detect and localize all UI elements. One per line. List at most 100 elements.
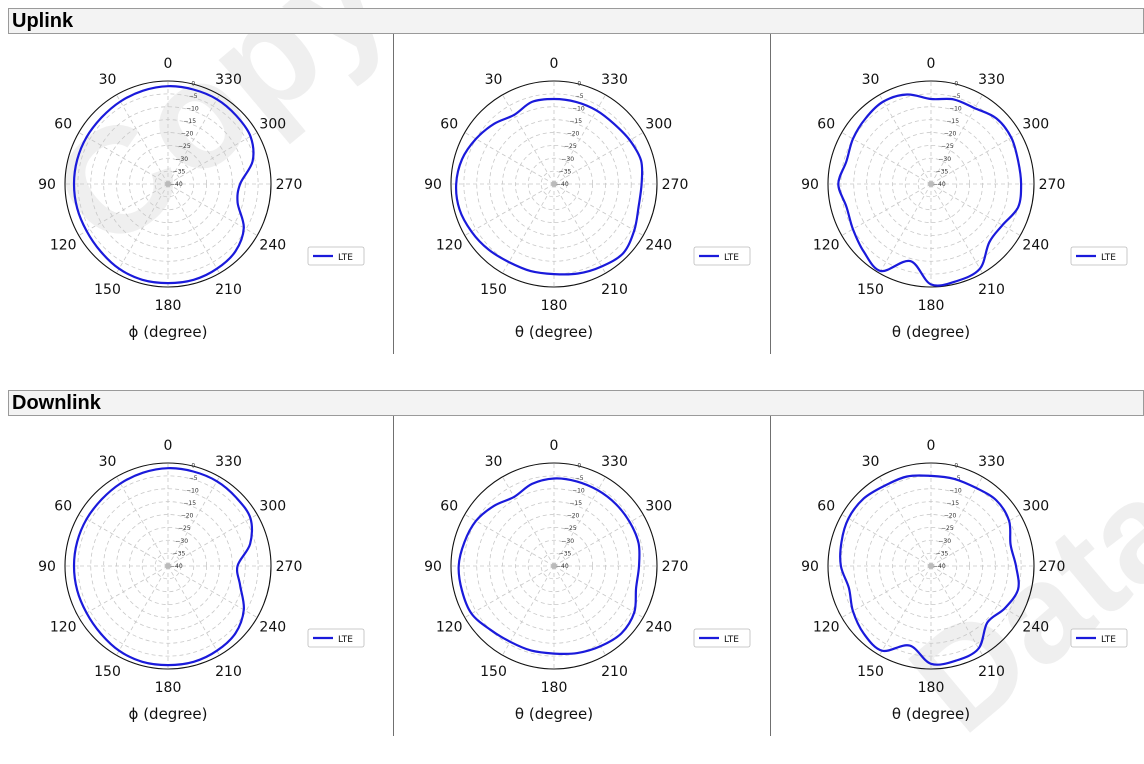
angle-tick-label: 90 bbox=[801, 559, 819, 575]
axis-label: θ (degree) bbox=[892, 705, 970, 723]
radial-tick-label: −5 bbox=[189, 475, 198, 482]
section-title-downlink: Downlink bbox=[8, 390, 1144, 416]
grid-spoke bbox=[167, 183, 220, 274]
radial-tick-label: −35 bbox=[936, 168, 949, 175]
polar-chart-uplink-theta-1: 0 −5 −10 −15 −20 −25 −30 −35 −40 0 30 60 90 120 150 180… bbox=[424, 56, 751, 341]
radial-tick-label: −10 bbox=[186, 105, 199, 112]
grid-spoke bbox=[167, 514, 258, 567]
outer-circle bbox=[450, 80, 658, 288]
grid-circle bbox=[904, 539, 958, 593]
angle-tick-label: 60 bbox=[54, 117, 72, 133]
radial-tick-label: −15 bbox=[183, 118, 196, 125]
angle-tick-label: 270 bbox=[662, 177, 689, 193]
outer-circle bbox=[64, 80, 272, 288]
radial-tick-label: −15 bbox=[569, 118, 582, 125]
radial-tick-label: −25 bbox=[941, 525, 954, 532]
grid-spoke bbox=[930, 476, 983, 567]
radial-tick-label: −30 bbox=[175, 538, 188, 545]
legend-label: LTE bbox=[338, 253, 353, 263]
legend-box bbox=[307, 628, 365, 648]
radial-tick-label: −10 bbox=[186, 487, 199, 494]
legend-label: LTE bbox=[724, 635, 739, 645]
radial-tick-label: −20 bbox=[944, 131, 957, 138]
angle-tick-label: 150 bbox=[857, 664, 884, 680]
polar-chart-downlink-theta-2: 0−5−10−15−20−25−30−35−400306090120150180… bbox=[801, 438, 1128, 723]
grid-circle bbox=[77, 475, 259, 657]
angle-tick-label: 90 bbox=[38, 177, 56, 193]
radial-tick-label: −10 bbox=[949, 105, 962, 112]
radial-tick-label: −10 bbox=[572, 105, 585, 112]
grid-spoke bbox=[78, 132, 169, 185]
axis-label: θ (degree) bbox=[515, 705, 593, 723]
legend-label: LTE bbox=[1101, 253, 1116, 263]
angle-tick-label: 60 bbox=[817, 499, 835, 515]
angle-tick-label: 0 bbox=[927, 438, 936, 454]
legend-box bbox=[1070, 246, 1128, 266]
angle-tick-label: 60 bbox=[817, 117, 835, 133]
angle-tick-label: 270 bbox=[276, 559, 303, 575]
angle-tick-label: 120 bbox=[50, 238, 77, 254]
angle-tick-label: 330 bbox=[978, 72, 1005, 88]
grid-spoke bbox=[879, 476, 932, 567]
grid-spoke bbox=[553, 565, 606, 656]
angle-tick-label: 30 bbox=[99, 72, 117, 88]
angle-tick-label: 150 bbox=[480, 664, 507, 680]
axis-label: θ (degree) bbox=[892, 323, 970, 341]
grid-spoke bbox=[167, 183, 258, 236]
legend-label: LTE bbox=[1101, 635, 1116, 645]
grid-circle bbox=[540, 170, 568, 198]
grid-spoke bbox=[502, 94, 555, 185]
radial-tick-label: −35 bbox=[173, 168, 186, 175]
radial-tick-label: −20 bbox=[567, 513, 580, 520]
downlink-section: Downlink 0 −5 −10 −15 −20 −25 −30 −35 −40 0 30 60 90… bbox=[8, 390, 1144, 736]
angle-tick-label: 0 bbox=[550, 438, 559, 454]
radial-tick-label: 0 bbox=[954, 462, 958, 469]
downlink-row: 0 −5 −10 −15 −20 −25 −30 −35 −40 0 30 60 90 120 150 180… bbox=[8, 416, 1144, 736]
radial-tick-label: −35 bbox=[559, 550, 572, 557]
polar-chart-downlink-theta-1: 0 −5 −10 −15 −20 −25 −30 −35 −40 0 30 60 90 120 150 180… bbox=[424, 438, 751, 723]
grid-spoke bbox=[167, 132, 258, 185]
axis-label: ϕ (degree) bbox=[129, 705, 208, 723]
angle-tick-label: 330 bbox=[601, 72, 628, 88]
angle-tick-label: 150 bbox=[480, 282, 507, 298]
legend-box bbox=[1070, 628, 1128, 648]
angle-tick-label: 330 bbox=[601, 454, 628, 470]
grid-spoke bbox=[502, 476, 555, 567]
angle-tick-label: 120 bbox=[436, 238, 463, 254]
legend-box bbox=[693, 628, 751, 648]
section-title-uplink: Uplink bbox=[8, 8, 1144, 34]
angle-tick-label: 330 bbox=[215, 72, 242, 88]
polar-grid bbox=[64, 462, 272, 670]
grid-spoke bbox=[553, 514, 644, 567]
angle-tick-label: 180 bbox=[155, 298, 182, 314]
radial-tick-label: −40 bbox=[556, 563, 569, 570]
radial-tick-label: −30 bbox=[938, 538, 951, 545]
angle-tick-label: 300 bbox=[645, 117, 672, 133]
legend: LTE bbox=[307, 246, 365, 266]
outer-circle bbox=[827, 462, 1035, 670]
angle-tick-label: 150 bbox=[94, 282, 121, 298]
angle-tick-label: 210 bbox=[601, 664, 628, 680]
grid-circle bbox=[77, 93, 259, 275]
grid-circle bbox=[141, 539, 195, 593]
grid-spoke bbox=[553, 183, 606, 274]
angle-tick-label: 240 bbox=[645, 238, 672, 254]
outer-circle bbox=[64, 462, 272, 670]
angle-tick-label: 90 bbox=[424, 177, 442, 193]
grid-spoke bbox=[464, 514, 555, 567]
angle-tick-label: 150 bbox=[94, 664, 121, 680]
radial-tick-label: −40 bbox=[933, 181, 946, 188]
angle-tick-label: 120 bbox=[813, 238, 840, 254]
radial-tick-label: −20 bbox=[181, 513, 194, 520]
angle-tick-label: 300 bbox=[645, 499, 672, 515]
center-dot bbox=[928, 563, 934, 569]
radial-tick-label: −15 bbox=[183, 500, 196, 507]
angle-tick-label: 300 bbox=[1022, 117, 1049, 133]
angle-tick-label: 30 bbox=[862, 454, 880, 470]
grid-spoke bbox=[167, 94, 220, 185]
legend-label: LTE bbox=[338, 635, 353, 645]
angle-tick-label: 240 bbox=[645, 620, 672, 636]
radial-tick-label: −10 bbox=[572, 487, 585, 494]
angle-tick-label: 180 bbox=[541, 298, 568, 314]
grid-spoke bbox=[78, 514, 169, 567]
